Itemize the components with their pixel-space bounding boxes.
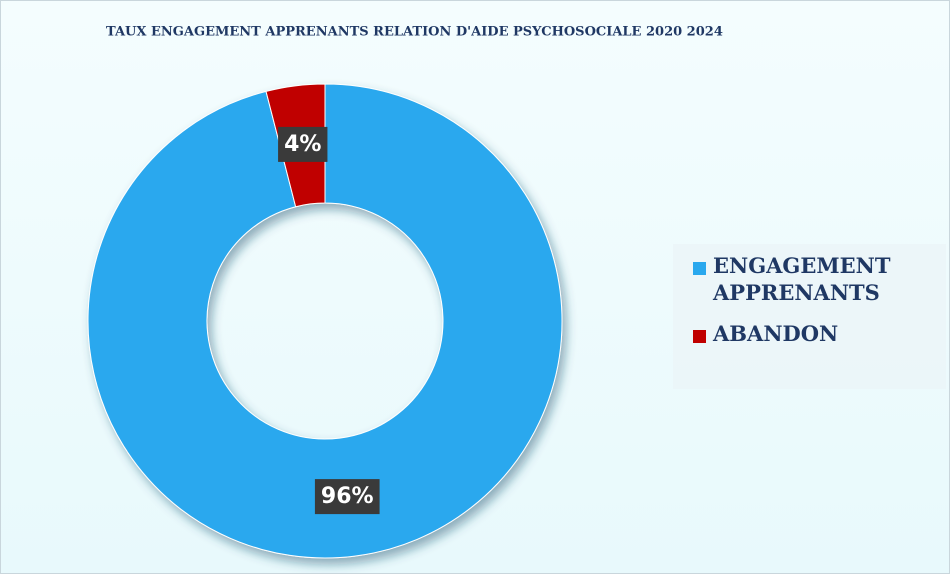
legend-entry: ABANDON: [693, 320, 913, 347]
chart-title: TAUX ENGAGEMENT APPRENANTS RELATION D'AI…: [106, 25, 723, 40]
data-label-text: 96%: [321, 484, 374, 509]
legend: ENGAGEMENT APPRENANTS ABANDON: [673, 244, 946, 389]
data-label-text: 4%: [284, 132, 321, 157]
data-label: 4%: [278, 126, 328, 162]
legend-swatch: [693, 262, 706, 275]
legend-entry: ENGAGEMENT APPRENANTS: [693, 252, 913, 306]
donut-slice: [87, 83, 563, 559]
data-label-bg: [314, 479, 380, 515]
data-label-bg: [278, 126, 328, 162]
legend-swatch: [693, 330, 706, 343]
data-label: 96%: [314, 479, 380, 515]
